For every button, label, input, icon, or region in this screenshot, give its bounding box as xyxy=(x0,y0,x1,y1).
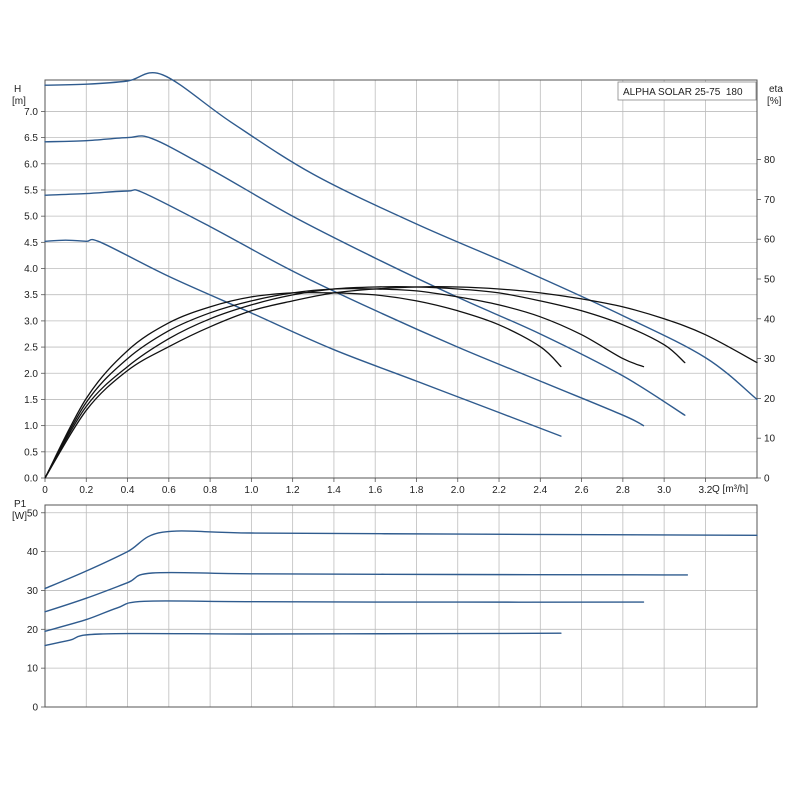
y-tick-label: 0 xyxy=(32,703,38,714)
power-chart-grid xyxy=(45,505,757,707)
y-tick-label: 0.0 xyxy=(24,474,38,485)
head-curve xyxy=(44,238,562,437)
y-tick-label: 30 xyxy=(27,586,39,597)
y-tick-label: 0.5 xyxy=(24,447,38,458)
y-tick-label: 4.0 xyxy=(24,264,38,275)
power-axis-label: P1 xyxy=(14,499,27,510)
head-curve xyxy=(44,189,645,427)
chart-legend: ALPHA SOLAR 25-75 180 xyxy=(617,81,757,101)
x-tick-label: 1.4 xyxy=(327,485,341,496)
power-curve xyxy=(44,530,758,590)
x-tick-label: 2.0 xyxy=(451,485,465,496)
y-tick-label: 40 xyxy=(27,547,39,558)
head-chart-grid xyxy=(45,80,757,478)
eta-tick-label: 20 xyxy=(764,394,776,405)
head-chart-ticks: 0 0.2 0.4 0.6 0.8 1.0 1.2 1.4 1.6 1.8 2.0 2.2 2.4 2.6… xyxy=(24,107,775,496)
flow-axis-label: Q [m³/h] xyxy=(712,484,748,495)
y-tick-label: 20 xyxy=(27,625,39,636)
eta-tick-label: 10 xyxy=(764,434,776,445)
x-tick-label: 0.4 xyxy=(121,485,135,496)
y-tick-label: 6.0 xyxy=(24,159,38,170)
eta-tick-label: 60 xyxy=(764,235,776,246)
eta-tick-label: 80 xyxy=(764,155,776,166)
power-axis-unit: [W] xyxy=(12,511,27,522)
x-tick-label: 0.8 xyxy=(203,485,217,496)
legend-box xyxy=(617,81,757,101)
eta-tick-label: 30 xyxy=(764,354,776,365)
head-axis-label: H xyxy=(14,84,21,95)
eta-axis-label: eta xyxy=(769,84,783,95)
y-tick-label: 3.5 xyxy=(24,290,38,301)
x-tick-label: 1.2 xyxy=(286,485,300,496)
x-tick-label: 3.2 xyxy=(698,485,712,496)
y-tick-label: 5.0 xyxy=(24,212,38,223)
y-tick-label: 10 xyxy=(27,664,39,675)
y-tick-label: 2.0 xyxy=(24,369,38,380)
x-tick-label: 3.0 xyxy=(657,485,671,496)
eta-curve xyxy=(44,291,562,479)
y-tick-label: 2.5 xyxy=(24,343,38,354)
x-tick-label: 1.8 xyxy=(410,485,424,496)
legend-title: ALPHA SOLAR 25-75 180 xyxy=(623,87,743,98)
x-tick-label: 2.8 xyxy=(616,485,630,496)
power-chart-ticks: 0 10 20 30 40 50 xyxy=(27,508,45,714)
y-tick-label: 3.0 xyxy=(24,316,38,327)
x-tick-label: 0.6 xyxy=(162,485,176,496)
eta-tick-label: 40 xyxy=(764,314,776,325)
x-tick-label: 1.6 xyxy=(368,485,382,496)
y-tick-label: 7.0 xyxy=(24,107,38,118)
eta-tick-label: 0 xyxy=(764,474,770,485)
eta-curve xyxy=(44,286,686,479)
y-tick-label: 4.5 xyxy=(24,238,38,249)
power-chart: 0 10 20 30 40 50 P1 [W] xyxy=(12,499,758,714)
power-chart-frame xyxy=(44,504,758,708)
head-curve xyxy=(44,71,758,401)
head-chart: 0 0.2 0.4 0.6 0.8 1.0 1.2 1.4 1.6 1.8 2.0 2.2 2.4 2.6… xyxy=(12,71,783,496)
power-curve xyxy=(44,632,562,647)
eta-tick-label: 50 xyxy=(764,275,776,286)
y-tick-label: 50 xyxy=(27,508,39,519)
eta-tick-label: 70 xyxy=(764,195,776,206)
head-chart-frame xyxy=(44,79,758,479)
y-tick-label: 5.5 xyxy=(24,185,38,196)
x-tick-label: 1.0 xyxy=(244,485,258,496)
power-chart-curves xyxy=(44,530,758,647)
head-axis-unit: [m] xyxy=(12,96,26,107)
x-tick-label: 2.2 xyxy=(492,485,506,496)
head-curve xyxy=(44,135,686,416)
y-tick-label: 6.5 xyxy=(24,133,38,144)
x-tick-label: 2.6 xyxy=(575,485,589,496)
eta-curve xyxy=(44,287,645,479)
x-tick-label: 0 xyxy=(42,485,48,496)
y-tick-label: 1.5 xyxy=(24,395,38,406)
head-chart-curves xyxy=(44,71,758,479)
power-curve xyxy=(44,571,689,613)
eta-curve xyxy=(44,286,758,479)
x-tick-label: 0.2 xyxy=(79,485,93,496)
eta-axis-unit: [%] xyxy=(767,96,782,107)
y-tick-label: 1.0 xyxy=(24,421,38,432)
power-curve xyxy=(44,600,645,632)
x-tick-label: 2.4 xyxy=(533,485,547,496)
